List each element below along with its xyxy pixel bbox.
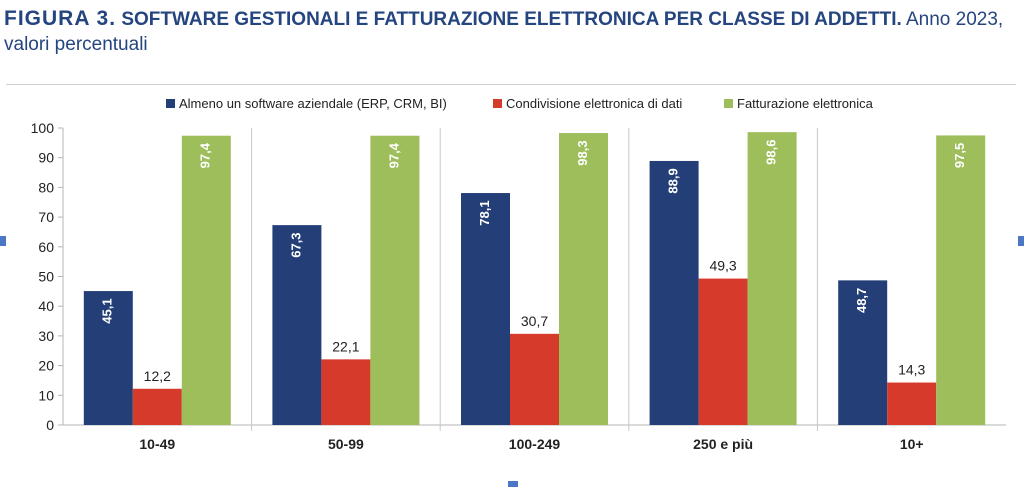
y-tick-label: 50	[38, 269, 54, 285]
resize-handle-right[interactable]	[1018, 236, 1024, 246]
data-label-s2-4: 49,3	[709, 258, 736, 274]
bar-s1-4	[649, 160, 699, 425]
legend-swatch-1	[166, 99, 175, 108]
bar-s2-2	[321, 359, 371, 425]
data-label-s3-5: 97,5	[952, 143, 967, 168]
x-tick-label-5: 10+	[900, 436, 924, 452]
bar-s3-2	[370, 135, 420, 426]
y-tick-label: 40	[38, 298, 54, 314]
data-label-s3-1: 97,4	[198, 142, 213, 168]
y-tick-label: 100	[31, 120, 55, 136]
data-label-s3-3: 98,3	[575, 140, 590, 165]
legend-label-3: Fatturazione elettronica	[737, 96, 874, 111]
bar-s2-4	[698, 278, 748, 425]
bar-chart: Almeno un software aziendale (ERP, CRM, …	[31, 96, 1006, 452]
legend-swatch-2	[493, 99, 502, 108]
figure-caption: FIGURA 3. SOFTWARE GESTIONALI E FATTURAZ…	[4, 6, 1022, 57]
bar-s3-4	[747, 132, 797, 425]
bar-s2-1	[132, 388, 182, 425]
x-tick-label-4: 250 e più	[693, 436, 753, 452]
bar-s2-5	[887, 382, 937, 425]
data-label-s2-2: 22,1	[332, 338, 359, 354]
bar-s1-5	[838, 280, 888, 425]
legend-swatch-3	[724, 99, 733, 108]
data-label-s2-3: 30,7	[521, 313, 548, 329]
data-label-s1-5: 48,7	[854, 288, 869, 313]
data-label-s1-2: 67,3	[288, 232, 303, 257]
y-tick-label: 80	[38, 179, 54, 195]
x-tick-label-1: 10-49	[139, 436, 175, 452]
x-tick-label-3: 100-249	[509, 436, 561, 452]
legend-label-1: Almeno un software aziendale (ERP, CRM, …	[179, 96, 447, 111]
y-tick-label: 30	[38, 328, 54, 344]
chart-panel: Almeno un software aziendale (ERP, CRM, …	[6, 84, 1016, 479]
data-label-s3-2: 97,4	[386, 142, 401, 168]
x-tick-label-2: 50-99	[328, 436, 364, 452]
figure-subtitle: Anno 2023, valori percentuali	[4, 9, 1004, 55]
y-tick-label: 60	[38, 239, 54, 255]
bar-s3-1	[181, 135, 231, 426]
y-tick-label: 0	[46, 417, 54, 433]
bar-s3-5	[936, 135, 986, 426]
y-tick-label: 90	[38, 150, 54, 166]
resize-handle-left[interactable]	[0, 236, 6, 246]
y-tick-label: 10	[38, 387, 54, 403]
legend-label-2: Condivisione elettronica di dati	[506, 96, 682, 111]
data-label-s2-5: 14,3	[898, 362, 925, 378]
figure-label: FIGURA 3.	[4, 7, 117, 30]
data-label-s1-1: 45,1	[100, 298, 115, 323]
data-label-s1-3: 78,1	[477, 200, 492, 225]
resize-handle-bottom[interactable]	[508, 481, 518, 487]
bar-s1-1	[83, 291, 133, 425]
bar-s1-2	[272, 225, 322, 425]
y-tick-label: 70	[38, 209, 54, 225]
bar-s2-3	[510, 333, 559, 425]
y-tick-label: 20	[38, 358, 54, 374]
data-label-s3-4: 98,6	[764, 140, 779, 165]
data-label-s2-1: 12,2	[144, 368, 171, 384]
data-label-s1-4: 88,9	[666, 168, 681, 193]
bar-s1-3	[461, 193, 510, 425]
bar-s3-3	[559, 133, 608, 425]
figure-title: SOFTWARE GESTIONALI E FATTURAZIONE ELETT…	[121, 9, 902, 30]
